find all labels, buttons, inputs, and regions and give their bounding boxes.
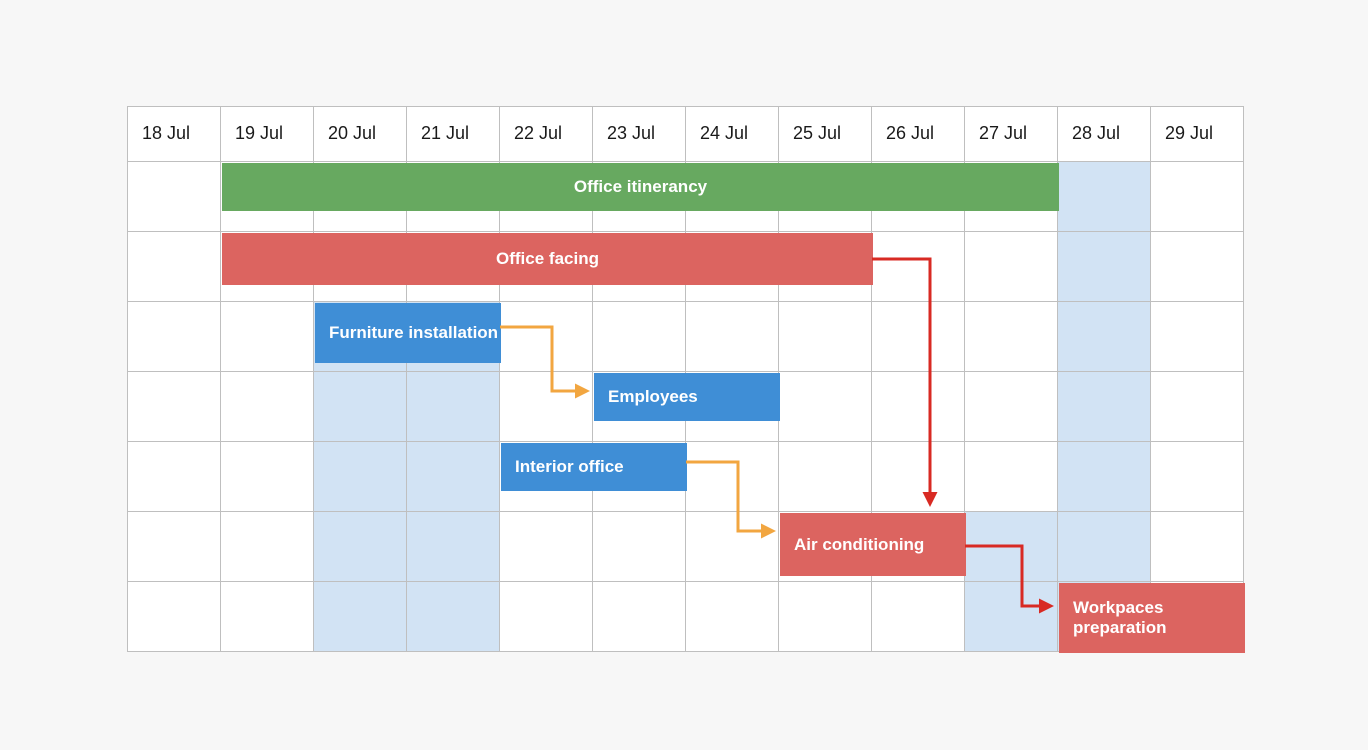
task-bar-office-facing[interactable]: Office facing (222, 233, 873, 285)
task-bar-label: Employees (608, 387, 698, 407)
dependency-arrow (965, 546, 1051, 606)
task-bar-label: Air conditioning (794, 535, 924, 555)
task-bar-label: Office facing (496, 249, 599, 269)
task-bar-interior-office[interactable]: Interior office (501, 443, 687, 491)
task-bar-label: Office itinerancy (574, 177, 707, 197)
task-bar-label: Interior office (515, 457, 624, 477)
gantt-overlay: Office itinerancy Office facing Furniture … (128, 107, 1245, 653)
task-bar-office-itinerancy[interactable]: Office itinerancy (222, 163, 1059, 211)
task-bar-label: Furniture installation (329, 323, 498, 343)
task-bar-employees[interactable]: Employees (594, 373, 780, 421)
dependency-arrow (500, 327, 587, 391)
task-bar-air-conditioning[interactable]: Air conditioning (780, 513, 966, 576)
dependency-arrow (686, 462, 773, 531)
task-bar-furniture-installation[interactable]: Furniture installation (315, 303, 501, 363)
gantt-chart: 18 Jul19 Jul20 Jul21 Jul22 Jul23 Jul24 J… (127, 106, 1244, 652)
canvas: 18 Jul19 Jul20 Jul21 Jul22 Jul23 Jul24 J… (0, 0, 1368, 750)
dependency-arrow (872, 259, 930, 504)
task-bar-workpaces-preparation[interactable]: Workpaces preparation (1059, 583, 1245, 653)
task-bar-label: Workpaces preparation (1073, 598, 1245, 637)
